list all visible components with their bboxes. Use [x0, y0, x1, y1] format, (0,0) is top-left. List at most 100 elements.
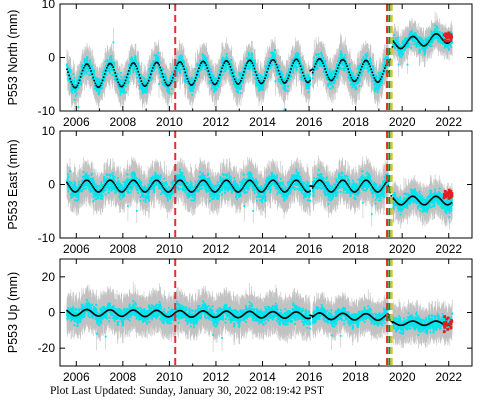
- data-point: [89, 62, 92, 64]
- data-point: [70, 87, 73, 90]
- data-point: [73, 77, 76, 80]
- data-point: [134, 56, 137, 59]
- data-point: [118, 85, 120, 87]
- data-point: [111, 73, 114, 76]
- data-point: [86, 56, 89, 59]
- data-point: [82, 64, 84, 67]
- data-point: [72, 73, 75, 76]
- data-point: [125, 82, 128, 85]
- data-point: [80, 73, 83, 76]
- data-point: [73, 98, 76, 101]
- data-point: [103, 80, 106, 82]
- data-point: [79, 71, 82, 73]
- data-point: [78, 77, 80, 80]
- data-point: [95, 80, 98, 83]
- data-point: [127, 78, 129, 80]
- data-point: [78, 74, 81, 77]
- data-point: [104, 71, 107, 74]
- data-point: [122, 86, 125, 89]
- data-point: [75, 92, 78, 95]
- data-point: [98, 91, 101, 93]
- data-point: [69, 78, 72, 81]
- data-point: [132, 65, 135, 67]
- data-point: [121, 91, 124, 93]
- data-point: [123, 76, 126, 78]
- data-point: [81, 65, 84, 68]
- data-point: [95, 79, 98, 82]
- data-point: [111, 58, 113, 61]
- data-point: [87, 68, 90, 70]
- data-point: [133, 65, 136, 68]
- data-point: [130, 65, 133, 68]
- data-point: [116, 72, 119, 75]
- data-point: [69, 81, 71, 83]
- data-point: [114, 79, 117, 82]
- data-point: [127, 73, 130, 75]
- data-point: [131, 61, 134, 63]
- data-point: [83, 69, 85, 72]
- data-point: [129, 70, 131, 72]
- data-point: [126, 75, 129, 78]
- data-point: [89, 64, 92, 67]
- data-point: [119, 93, 122, 96]
- gps-timeseries-figure: 2006 2008 2010 2012 2014 2016 2018 2020 2022-100…: [6, 0, 473, 384]
- data-point: [114, 74, 117, 77]
- data-point: [92, 74, 94, 77]
- data-point: [96, 79, 99, 81]
- data-point: [104, 76, 107, 79]
- data-point: [83, 59, 86, 62]
- data-point: [101, 71, 104, 74]
- data-point: [69, 69, 72, 72]
- data-point: [71, 88, 74, 91]
- data-point: [75, 89, 78, 92]
- data-point: [128, 68, 130, 70]
- data-point: [93, 84, 96, 87]
- data-point: [127, 80, 130, 83]
- data-point: [83, 60, 86, 62]
- measurement-points: [66, 24, 454, 111]
- data-point: [94, 80, 97, 83]
- data-point: [117, 78, 120, 81]
- data-point: [129, 73, 131, 75]
- data-point: [73, 81, 76, 84]
- data-point: [88, 74, 91, 76]
- data-point: [123, 85, 126, 87]
- data-point: [101, 84, 104, 87]
- data-point: [106, 59, 109, 61]
- data-point: [67, 66, 69, 69]
- data-point: [76, 86, 79, 88]
- data-point: [95, 88, 98, 90]
- data-point: [100, 87, 103, 90]
- data-point: [84, 69, 87, 71]
- data-point: [134, 55, 137, 57]
- data-point: [89, 73, 92, 76]
- data-point: [75, 83, 78, 86]
- data-point: [73, 87, 75, 90]
- data-point: [122, 79, 125, 81]
- data-point: [123, 89, 125, 92]
- data-point: [124, 85, 127, 88]
- data-point: [85, 72, 88, 75]
- data-point: [84, 66, 86, 68]
- data-point: [66, 65, 69, 67]
- data-point: [88, 60, 91, 62]
- data-point: [95, 78, 98, 80]
- data-point: [93, 72, 96, 75]
- data-point: [119, 81, 121, 84]
- data-point: [111, 62, 113, 65]
- data-point: [93, 69, 95, 72]
- data-point: [80, 65, 83, 68]
- data-point: [93, 70, 95, 73]
- data-point: [86, 61, 89, 64]
- data-point: [88, 62, 90, 65]
- data-point: [88, 59, 91, 61]
- data-point: [109, 58, 111, 61]
- data-point: [81, 74, 84, 77]
- data-point: [120, 81, 123, 83]
- data-point: [106, 62, 109, 65]
- data-point: [95, 89, 98, 92]
- data-point: [110, 60, 113, 63]
- data-point: [90, 66, 93, 68]
- data-point: [122, 88, 125, 90]
- data-point: [85, 66, 88, 68]
